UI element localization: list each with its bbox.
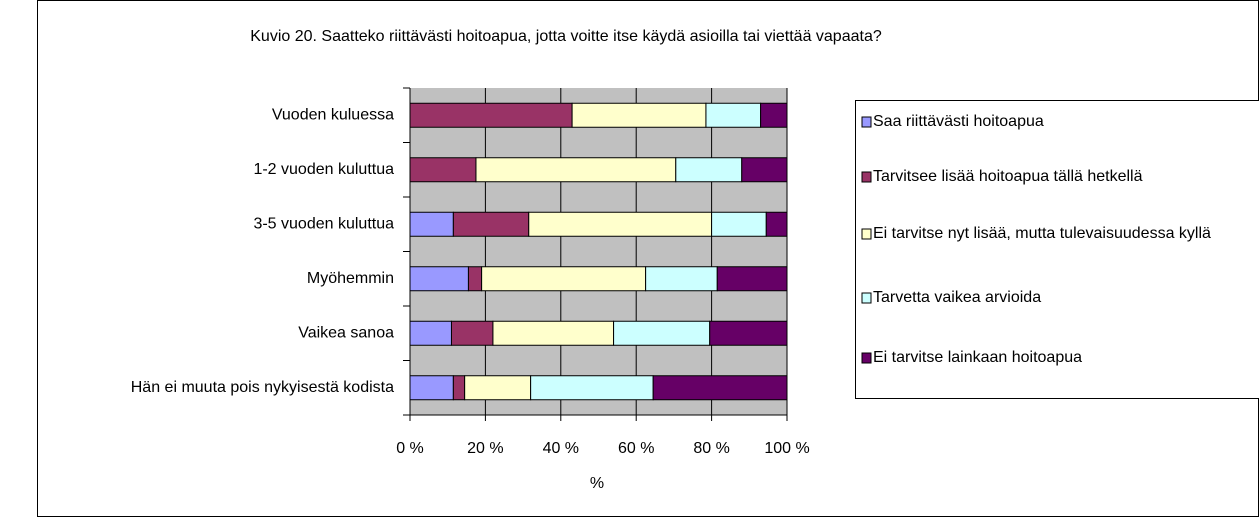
bar-segment bbox=[645, 266, 718, 292]
bar-segment bbox=[741, 157, 788, 183]
bar-segment bbox=[409, 320, 452, 346]
legend-label: Tarvetta vaikea arvioida bbox=[873, 289, 1041, 306]
x-tick-label: 80 % bbox=[693, 440, 729, 457]
bar-segment bbox=[450, 320, 494, 346]
bar-segment bbox=[475, 157, 677, 183]
bar-segment bbox=[409, 211, 454, 237]
x-axis-label: % bbox=[590, 475, 604, 492]
legend-swatch bbox=[861, 292, 872, 304]
bar-segment bbox=[409, 375, 454, 401]
bar-segment bbox=[765, 211, 788, 237]
plot-area bbox=[410, 88, 787, 415]
chart-title: Kuvio 20. Saatteko riittävästi hoitoapua… bbox=[250, 28, 882, 45]
x-tick-label: 20 % bbox=[467, 440, 503, 457]
bar-segment bbox=[452, 211, 530, 237]
bar-segment bbox=[467, 266, 483, 292]
y-tick-label: 1-2 vuoden kuluttua bbox=[253, 161, 394, 178]
legend-swatch bbox=[861, 228, 872, 240]
legend-label: Ei tarvitse nyt lisää, mutta tulevaisuud… bbox=[873, 225, 1211, 242]
legend-swatch bbox=[861, 352, 872, 364]
bar-segment bbox=[530, 375, 654, 401]
bar-segment bbox=[492, 320, 615, 346]
bar-segment bbox=[716, 266, 788, 292]
bar-segment bbox=[760, 102, 788, 128]
legend-swatch bbox=[861, 116, 872, 128]
bar-segment bbox=[409, 157, 477, 183]
x-tick-label: 40 % bbox=[543, 440, 579, 457]
bar-segment bbox=[452, 375, 466, 401]
y-tick-label: Myöhemmin bbox=[307, 270, 394, 287]
legend-swatch bbox=[861, 171, 872, 183]
bar-segment bbox=[652, 375, 788, 401]
legend-box bbox=[855, 100, 1259, 399]
bar-segment bbox=[409, 102, 573, 128]
y-tick-label: Hän ei muuta pois nykyisestä kodista bbox=[131, 379, 394, 396]
bar-segment bbox=[613, 320, 711, 346]
x-tick-label: 100 % bbox=[764, 440, 809, 457]
bar-segment bbox=[675, 157, 743, 183]
y-tick-label: Vuoden kuluessa bbox=[272, 106, 394, 123]
bar-segment bbox=[481, 266, 647, 292]
x-tick-label: 60 % bbox=[618, 440, 654, 457]
y-tick-label: 3-5 vuoden kuluttua bbox=[253, 215, 394, 232]
bar-segment bbox=[571, 102, 707, 128]
bar-segment bbox=[464, 375, 532, 401]
bar-segment bbox=[528, 211, 713, 237]
legend-label: Saa riittävästi hoitoapua bbox=[873, 113, 1044, 130]
x-tick-label: 0 % bbox=[396, 440, 424, 457]
legend-label: Tarvitsee lisää hoitoapua tällä hetkellä bbox=[873, 168, 1143, 185]
y-tick-label: Vaikea sanoa bbox=[298, 324, 394, 341]
bar-segment bbox=[709, 320, 788, 346]
bar-segment bbox=[705, 102, 762, 128]
bar-segment bbox=[711, 211, 767, 237]
legend-label: Ei tarvitse lainkaan hoitoapua bbox=[873, 349, 1082, 366]
bar-segment bbox=[409, 266, 469, 292]
